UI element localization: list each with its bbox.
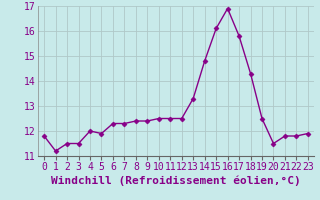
X-axis label: Windchill (Refroidissement éolien,°C): Windchill (Refroidissement éolien,°C) <box>51 176 301 186</box>
